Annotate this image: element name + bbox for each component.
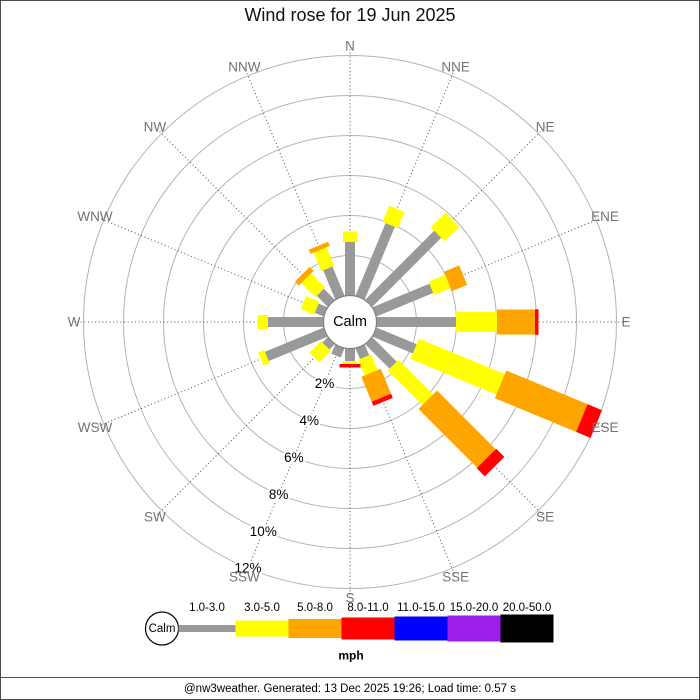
petal-NNW-segment-5.0-8.0 <box>308 241 330 254</box>
legend-swatch-3.0-5.0 <box>235 620 289 637</box>
petal-SSE-segment-5.0-8.0 <box>361 368 392 403</box>
spoke-SW <box>154 340 332 518</box>
petal-NW-segment-5.0-8.0 <box>294 266 314 286</box>
petal-N-segment-3.0-5.0 <box>343 231 357 242</box>
ring-12pct <box>83 55 617 589</box>
direction-label-N: N <box>345 39 355 54</box>
petal-SSE <box>353 339 393 406</box>
petal-WSW <box>258 325 333 366</box>
petal-ENE-segment-5.0-8.0 <box>443 265 468 292</box>
petal-SE-segment-1.0-3.0 <box>360 332 398 370</box>
legend-swatch-8.0-11.0 <box>341 617 395 640</box>
ring-label-12pct: 12% <box>234 561 261 576</box>
petal-NNW <box>308 241 347 305</box>
direction-label-NW: NW <box>144 119 167 134</box>
legend-bin-label-5.0-8.0: 5.0-8.0 <box>297 602 333 614</box>
direction-label-NNE: NNE <box>441 60 470 75</box>
petal-NE-segment-3.0-5.0 <box>430 212 460 242</box>
petal-NE-segment-1.0-3.0 <box>360 230 442 312</box>
direction-label-SSW: SSW <box>229 569 260 584</box>
petal-E <box>370 309 539 335</box>
legend-swatch-15.0-20.0 <box>447 615 501 642</box>
petal-WSW-segment-1.0-3.0 <box>264 325 333 362</box>
direction-label-S: S <box>345 591 354 606</box>
petal-ENE <box>367 265 468 319</box>
calm-center-label: Calm <box>333 314 367 330</box>
direction-label-ENE: ENE <box>591 209 619 224</box>
petal-E-segment-3.0-5.0 <box>456 312 498 332</box>
petal-N <box>343 231 357 302</box>
chart-title: Wind rose for 19 Jun 2025 <box>244 5 456 25</box>
legend-bin-label-8.0-11.0: 8.0-11.0 <box>347 602 388 614</box>
calm-circle <box>322 294 378 350</box>
petal-ENE-segment-3.0-5.0 <box>428 274 452 295</box>
petal-ESE-segment-1.0-3.0 <box>367 325 418 354</box>
direction-label-NNW: NNW <box>228 60 260 75</box>
footer-credit: @nw3weather. Generated: 13 Dec 2025 19:2… <box>0 677 700 699</box>
petal-S-segment-3.0-5.0 <box>343 361 357 365</box>
ring-label-6pct: 6% <box>284 450 304 465</box>
legend-bin-label-15.0-20.0: 15.0-20.0 <box>450 602 499 614</box>
petal-S <box>339 342 361 368</box>
petal-ENE-segment-1.0-3.0 <box>367 283 434 319</box>
petal-W-segment-1.0-3.0 <box>267 317 330 327</box>
direction-label-ESE: ESE <box>591 420 618 435</box>
legend-unit-label: mph <box>338 649 363 663</box>
petal-SE-segment-5.0-8.0 <box>418 390 497 469</box>
petal-NE <box>360 212 460 312</box>
ring-10pct <box>123 95 577 549</box>
ring-label-10pct: 10% <box>250 524 277 539</box>
petal-NNW-segment-3.0-5.0 <box>313 246 335 272</box>
direction-label-SW: SW <box>144 510 166 525</box>
petal-ESE-segment-5.0-8.0 <box>494 370 589 433</box>
petal-WNW-segment-3.0-5.0 <box>300 296 320 315</box>
petal-SSE-segment-3.0-5.0 <box>358 354 378 376</box>
legend-swatch-1.0-3.0 <box>178 625 236 632</box>
petal-E-segment-1.0-3.0 <box>370 317 457 327</box>
direction-label-W: W <box>68 315 81 330</box>
petal-S-segment-1.0-3.0 <box>345 342 355 362</box>
legend-bin-label-20.0-50.0: 20.0-50.0 <box>503 602 552 614</box>
petal-NNW-segment-1.0-3.0 <box>322 266 347 305</box>
petal-NW-segment-3.0-5.0 <box>300 272 326 298</box>
petal-SE-segment-3.0-5.0 <box>387 359 434 406</box>
petal-SE-segment-8.0-11.0 <box>476 448 505 477</box>
petal-NNE-segment-1.0-3.0 <box>353 222 395 305</box>
direction-label-NE: NE <box>536 119 555 134</box>
petal-ESE-segment-3.0-5.0 <box>410 338 506 395</box>
petal-NNE <box>353 205 405 305</box>
ring-label-8pct: 8% <box>269 487 289 502</box>
legend-swatch-5.0-8.0 <box>288 619 342 638</box>
petal-W-segment-3.0-5.0 <box>257 315 268 329</box>
legend-bin-label-1.0-3.0: 1.0-3.0 <box>189 602 225 614</box>
ring-label-4pct: 4% <box>299 413 319 428</box>
direction-label-SSE: SSE <box>442 569 469 584</box>
petal-E-segment-5.0-8.0 <box>497 309 536 335</box>
direction-label-WSW: WSW <box>78 420 113 435</box>
legend-bin-label-11.0-15.0: 11.0-15.0 <box>397 602 445 614</box>
petal-NNE-segment-3.0-5.0 <box>382 205 405 229</box>
petal-WSW-segment-3.0-5.0 <box>258 349 270 366</box>
direction-label-E: E <box>621 315 630 330</box>
petal-N-segment-1.0-3.0 <box>345 241 355 302</box>
legend-swatch-20.0-50.0 <box>500 614 554 643</box>
legend-calm-label: Calm <box>149 623 176 635</box>
petal-SW-segment-3.0-5.0 <box>309 341 331 363</box>
petal-W <box>257 315 330 329</box>
spoke-WNW <box>94 215 326 313</box>
direction-label-SE: SE <box>536 510 554 525</box>
legend-bin-label-3.0-5.0: 3.0-5.0 <box>244 602 280 614</box>
direction-label-WNW: WNW <box>77 209 112 224</box>
petal-E-segment-8.0-11.0 <box>535 309 539 335</box>
petal-SE <box>360 332 505 477</box>
petal-S-segment-8.0-11.0 <box>339 364 361 368</box>
petal-SSE-segment-8.0-11.0 <box>371 393 393 406</box>
ring-label-2pct: 2% <box>315 376 335 391</box>
petal-ESE <box>367 325 602 438</box>
legend-swatch-11.0-15.0 <box>394 616 448 641</box>
petal-ESE-segment-8.0-11.0 <box>576 404 602 438</box>
